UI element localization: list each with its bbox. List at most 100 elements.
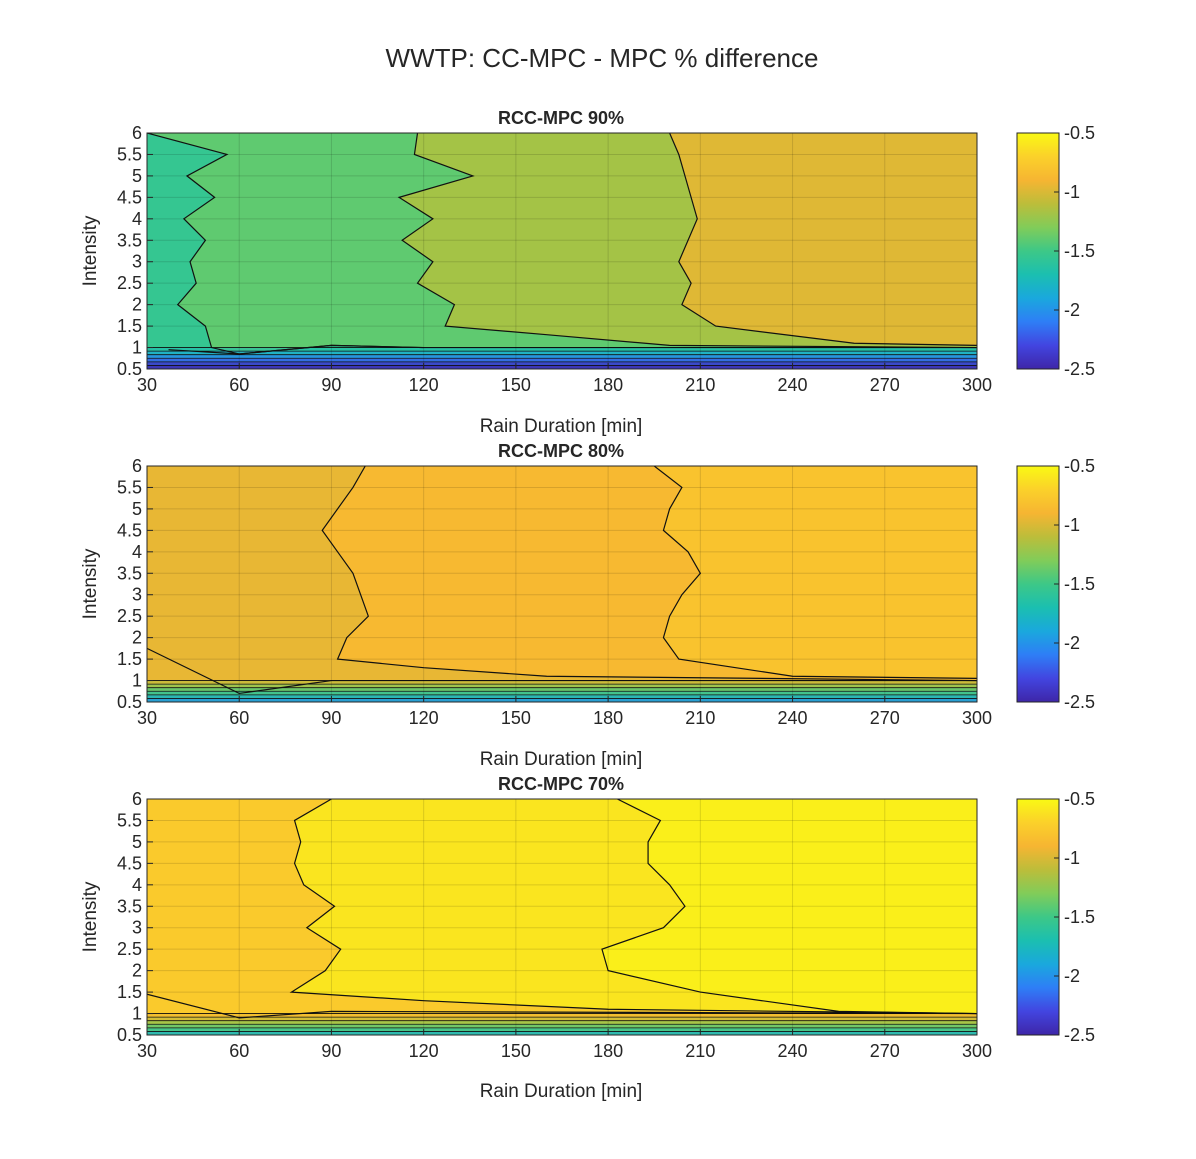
y-tick-label: 5 [132,166,142,186]
colorbar-gradient [1016,132,1060,370]
contour-line [601,799,977,1015]
x-tick-label: 120 [409,375,439,395]
colorbar-tick-label: -0.5 [1064,123,1095,143]
contour-fill-band3 [669,133,977,346]
y-tick-label: 1.5 [117,982,142,1002]
y-tick-label: 6 [132,456,142,476]
panel-title: RCC-MPC 90% [498,108,624,128]
x-tick-label: 30 [137,375,157,395]
contour-fill-band3 [654,466,977,679]
y-axis-label: Intensity [80,881,101,952]
y-tick-label: 3 [132,585,142,605]
y-tick-label: 5 [132,499,142,519]
y-tick-label: 4.5 [117,520,142,540]
x-tick-label: 90 [321,375,341,395]
contour-plot-area [146,465,978,703]
x-axis-ticks: 30 60 90 120 150 180 210 240 270 300 [137,696,992,728]
y-tick-label: 1 [132,338,142,358]
y-tick-label: 1 [132,1004,142,1024]
x-tick-label: 300 [962,375,992,395]
colorbar-tick-label: -2.5 [1064,1025,1095,1045]
x-tick-label: 180 [593,1041,623,1061]
colorbar-gradient [1016,798,1060,1036]
y-tick-label: 1.5 [117,649,142,669]
y-tick-label: 5.5 [117,144,142,164]
y-tick-label: 0.5 [117,1025,142,1045]
x-tick-label: 210 [685,375,715,395]
colorbar-tick-label: -1 [1064,515,1080,535]
colorbar-tick-label: -1.5 [1064,241,1095,261]
x-axis-ticks: 30 60 90 120 150 180 210 240 270 300 [137,363,992,395]
axes-box [146,132,978,370]
colorbar-tick-label: -1.5 [1064,574,1095,594]
y-tick-label: 4 [132,542,142,562]
y-tick-label: 3.5 [117,230,142,250]
contour-line [397,133,977,349]
colorbar-tick-label: -1 [1064,848,1080,868]
y-axis-ticks: 0.511.522.533.544.555.56 [117,123,153,379]
contour-line [653,466,977,679]
y-axis-label: Intensity [80,548,101,619]
y-tick-label: 3.5 [117,896,142,916]
y-tick-label: 5.5 [117,477,142,497]
y-tick-label: 4.5 [117,853,142,873]
contour-line [669,133,977,346]
colorbar-tick-label: -1.5 [1064,907,1095,927]
x-tick-label: 240 [778,1041,808,1061]
x-tick-label: 180 [593,708,623,728]
panel-title: RCC-MPC 80% [498,441,624,461]
x-axis-label: Rain Duration [min] [480,416,643,437]
y-tick-label: 6 [132,789,142,809]
y-tick-label: 0.5 [117,359,142,379]
x-tick-label: 150 [501,708,531,728]
y-tick-label: 2 [132,295,142,315]
y-tick-label: 0.5 [117,692,142,712]
colorbar: -0.5 -1 -1.5 -2 -2.5 [1016,123,1095,379]
y-tick-label: 5 [132,832,142,852]
y-tick-label: 3 [132,918,142,938]
contour-fill-band3 [601,799,977,1014]
x-tick-label: 90 [321,708,341,728]
y-tick-label: 2.5 [117,939,142,959]
y-tick-label: 3 [132,252,142,272]
y-tick-label: 4 [132,875,142,895]
colorbar-tick-label: -2.5 [1064,359,1095,379]
y-tick-label: 5.5 [117,810,142,830]
axes-box [146,465,978,703]
x-tick-label: 30 [137,708,157,728]
x-tick-label: 150 [501,1041,531,1061]
x-tick-label: 300 [962,708,992,728]
colorbar-tick-label: -2 [1064,633,1080,653]
y-tick-label: 1 [132,671,142,691]
colorbar-tick-label: -0.5 [1064,456,1095,476]
contour-fill-low-band [147,1031,977,1035]
colorbar-tick-label: -0.5 [1064,789,1095,809]
contour-panel-90: RCC-MPC 90% 30 60 90 120 150 180 210 240 270 300 … [80,108,1095,437]
colorbar-tick-label: -2.5 [1064,692,1095,712]
contour-line [147,647,977,695]
y-tick-label: 3.5 [117,563,142,583]
x-tick-label: 90 [321,1041,341,1061]
x-tick-label: 60 [229,708,249,728]
x-tick-label: 270 [870,1041,900,1061]
contour-panel-70: RCC-MPC 70% 30 60 90 120 150 180 210 240 270 300 … [80,774,1095,1102]
contour-fill-low-band [147,698,977,702]
y-tick-label: 2.5 [117,606,142,626]
contour-line [147,993,977,1019]
x-tick-label: 60 [229,1041,249,1061]
y-tick-label: 4.5 [117,187,142,207]
contour-line [321,466,977,682]
colorbar-gradient [1016,465,1060,703]
x-tick-label: 150 [501,375,531,395]
y-tick-label: 6 [132,123,142,143]
y-tick-label: 2.5 [117,273,142,293]
x-tick-label: 270 [870,708,900,728]
y-tick-label: 2 [132,961,142,981]
contour-fill-low-band [147,365,977,369]
x-tick-label: 210 [685,708,715,728]
x-axis-ticks: 30 60 90 120 150 180 210 240 270 300 [137,1029,992,1061]
x-tick-label: 30 [137,1041,157,1061]
colorbar-tick-label: -1 [1064,182,1080,202]
x-tick-label: 60 [229,375,249,395]
